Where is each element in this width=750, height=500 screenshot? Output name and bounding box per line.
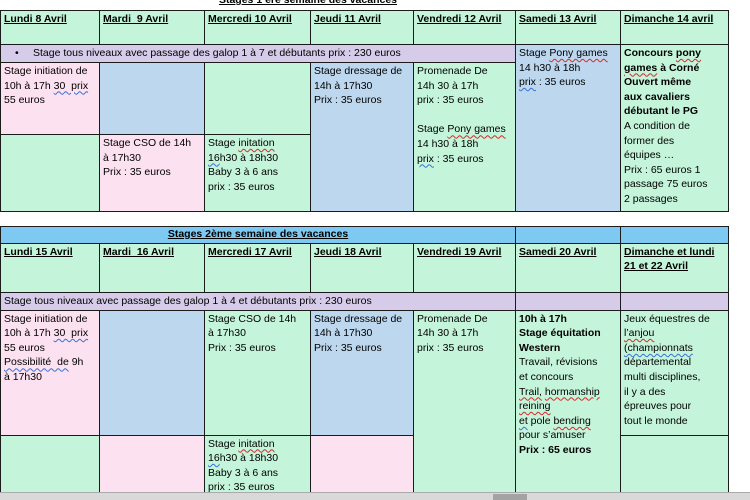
t2-cell-dimanche21-empty-bottom[interactable] (620, 434, 729, 497)
t2-title-spacer-2[interactable] (620, 226, 729, 244)
t1-banner-text: Stage tous niveaux avec passage des galo… (33, 47, 401, 59)
t2-cell-mardi16-empty-bottom[interactable] (99, 434, 205, 497)
t1-title-spacer-1[interactable] (515, 0, 621, 11)
t1-header-samedi13[interactable]: Samedi 13 Avril (515, 10, 621, 45)
table-week1: Stages 1 ère semaine des vacances Lundi … (0, 0, 729, 212)
t1-cell-samedi13-pony-games[interactable]: Stage Pony games 14 h30 à 18h prix : 35 eu… (515, 44, 621, 212)
t1-cell-vendredi12-promenade[interactable]: Promenade De 14h 30 à 17h prix : 35 euros … (413, 62, 516, 212)
t2-cell-jeudi18-empty-bottom[interactable] (310, 434, 414, 497)
t1-banner-all-levels[interactable]: • Stage tous niveaux avec passage des gal… (0, 44, 516, 63)
t1-title-text: Stages 1 ère semaine des vacances (218, 0, 398, 6)
t2-title-text: Stages 2ème semaine des vacances (167, 228, 349, 240)
t2-header-vendredi19[interactable]: Vendredi 19 Avril (413, 242, 516, 293)
t2-cell-samedi20-western[interactable]: 10h à 17h Stage équitation Western Travail,… (515, 309, 621, 497)
t1-cell-dimanche14-concours[interactable]: Concours pony games à Corné Ouvert même aux… (620, 44, 729, 212)
t1-cell-mardi9-empty-top[interactable] (99, 62, 205, 135)
t2-header-jeudi18[interactable]: Jeudi 18 Avril (310, 242, 414, 293)
t1-header-lundi8[interactable]: Lundi 8 Avril (0, 10, 100, 45)
t2-header-mardi16[interactable]: Mardi 16 Avril (99, 242, 205, 293)
t2-cell-dimanche21-jeux[interactable]: Jeux équestres de l’anjou (championnats dép… (620, 309, 729, 436)
t2-cell-mercredi17-baby[interactable]: Stage initation 16h30 à 18h30 Baby 3 à 6 a… (204, 434, 311, 497)
t1-title-cell[interactable]: Stages 1 ère semaine des vacances (0, 0, 516, 11)
t1-cell-jeudi11-dressage[interactable]: Stage dressage de 14h à 17h30 Prix : 35 eu… (310, 62, 414, 212)
t2-cell-lundi15-empty-bottom[interactable] (0, 434, 100, 497)
t2-cell-mardi16-empty-top[interactable] (99, 309, 205, 436)
t1-cell-mercredi10-baby[interactable]: Stage initation 16h30 à 18h30 Baby 3 à 6 a… (204, 134, 311, 212)
t2-header-samedi20[interactable]: Samedi 20 Avril (515, 242, 621, 293)
t2-banner-spacer-2[interactable] (620, 291, 729, 311)
t1-cell-lundi8-empty-bottom[interactable] (0, 134, 100, 212)
t2-header-mercredi17[interactable]: Mercredi 17 Avril (204, 242, 311, 293)
bullet-icon: • (15, 47, 19, 59)
t2-cell-jeudi18-dressage[interactable]: Stage dressage de 14h à 17h30 Prix : 35 eu… (310, 309, 414, 436)
t1-header-dimanche14[interactable]: Dimanche 14 avril (620, 10, 729, 45)
horizontal-scrollbar-thumb[interactable] (493, 494, 527, 500)
t2-banner-all-levels[interactable]: Stage tous niveaux avec passage des galo… (0, 291, 516, 311)
t2-header-lundi15[interactable]: Lundi 15 Avril (0, 242, 100, 293)
t1-header-vendredi12[interactable]: Vendredi 12 Avril (413, 10, 516, 45)
t2-title-cell[interactable]: Stages 2ème semaine des vacances (0, 226, 516, 244)
t2-title-spacer-1[interactable] (515, 226, 621, 244)
t2-banner-spacer-1[interactable] (515, 291, 621, 311)
horizontal-scrollbar-track[interactable] (0, 492, 750, 500)
t1-header-mercredi10[interactable]: Mercredi 10 Avril (204, 10, 311, 45)
t1-header-mardi9[interactable]: Mardi 9 Avril (99, 10, 205, 45)
t1-cell-mardi9-cso[interactable]: Stage CSO de 14h à 17h30 Prix : 35 euros (99, 134, 205, 212)
t1-title-clip: Stages 1 ère semaine des vacances (101, 0, 516, 10)
t2-cell-lundi15-initiation[interactable]: Stage initiation de 10h à 17h 30 prix 55 e… (0, 309, 100, 436)
t2-banner-text: Stage tous niveaux avec passage des galo… (4, 294, 372, 307)
t1-cell-mercredi10-empty-top[interactable] (204, 62, 311, 135)
t1-header-jeudi11[interactable]: Jeudi 11 Avril (310, 10, 414, 45)
table-week2: Stages 2ème semaine des vacances Lundi 1… (0, 226, 729, 497)
t2-header-dimanche21-22[interactable]: Dimanche et lundi 21 et 22 Avril (620, 242, 729, 293)
t2-cell-vendredi19-promenade[interactable]: Promenade De 14h 30 à 17h prix : 35 euros (413, 309, 516, 497)
t2-cell-mercredi17-cso[interactable]: Stage CSO de 14h à 17h30 Prix : 35 euros (204, 309, 311, 436)
t1-cell-lundi8-initiation[interactable]: Stage initiation de 10h à 17h 30 prix 55 e… (0, 62, 100, 135)
t1-title-spacer-2[interactable] (620, 0, 729, 11)
